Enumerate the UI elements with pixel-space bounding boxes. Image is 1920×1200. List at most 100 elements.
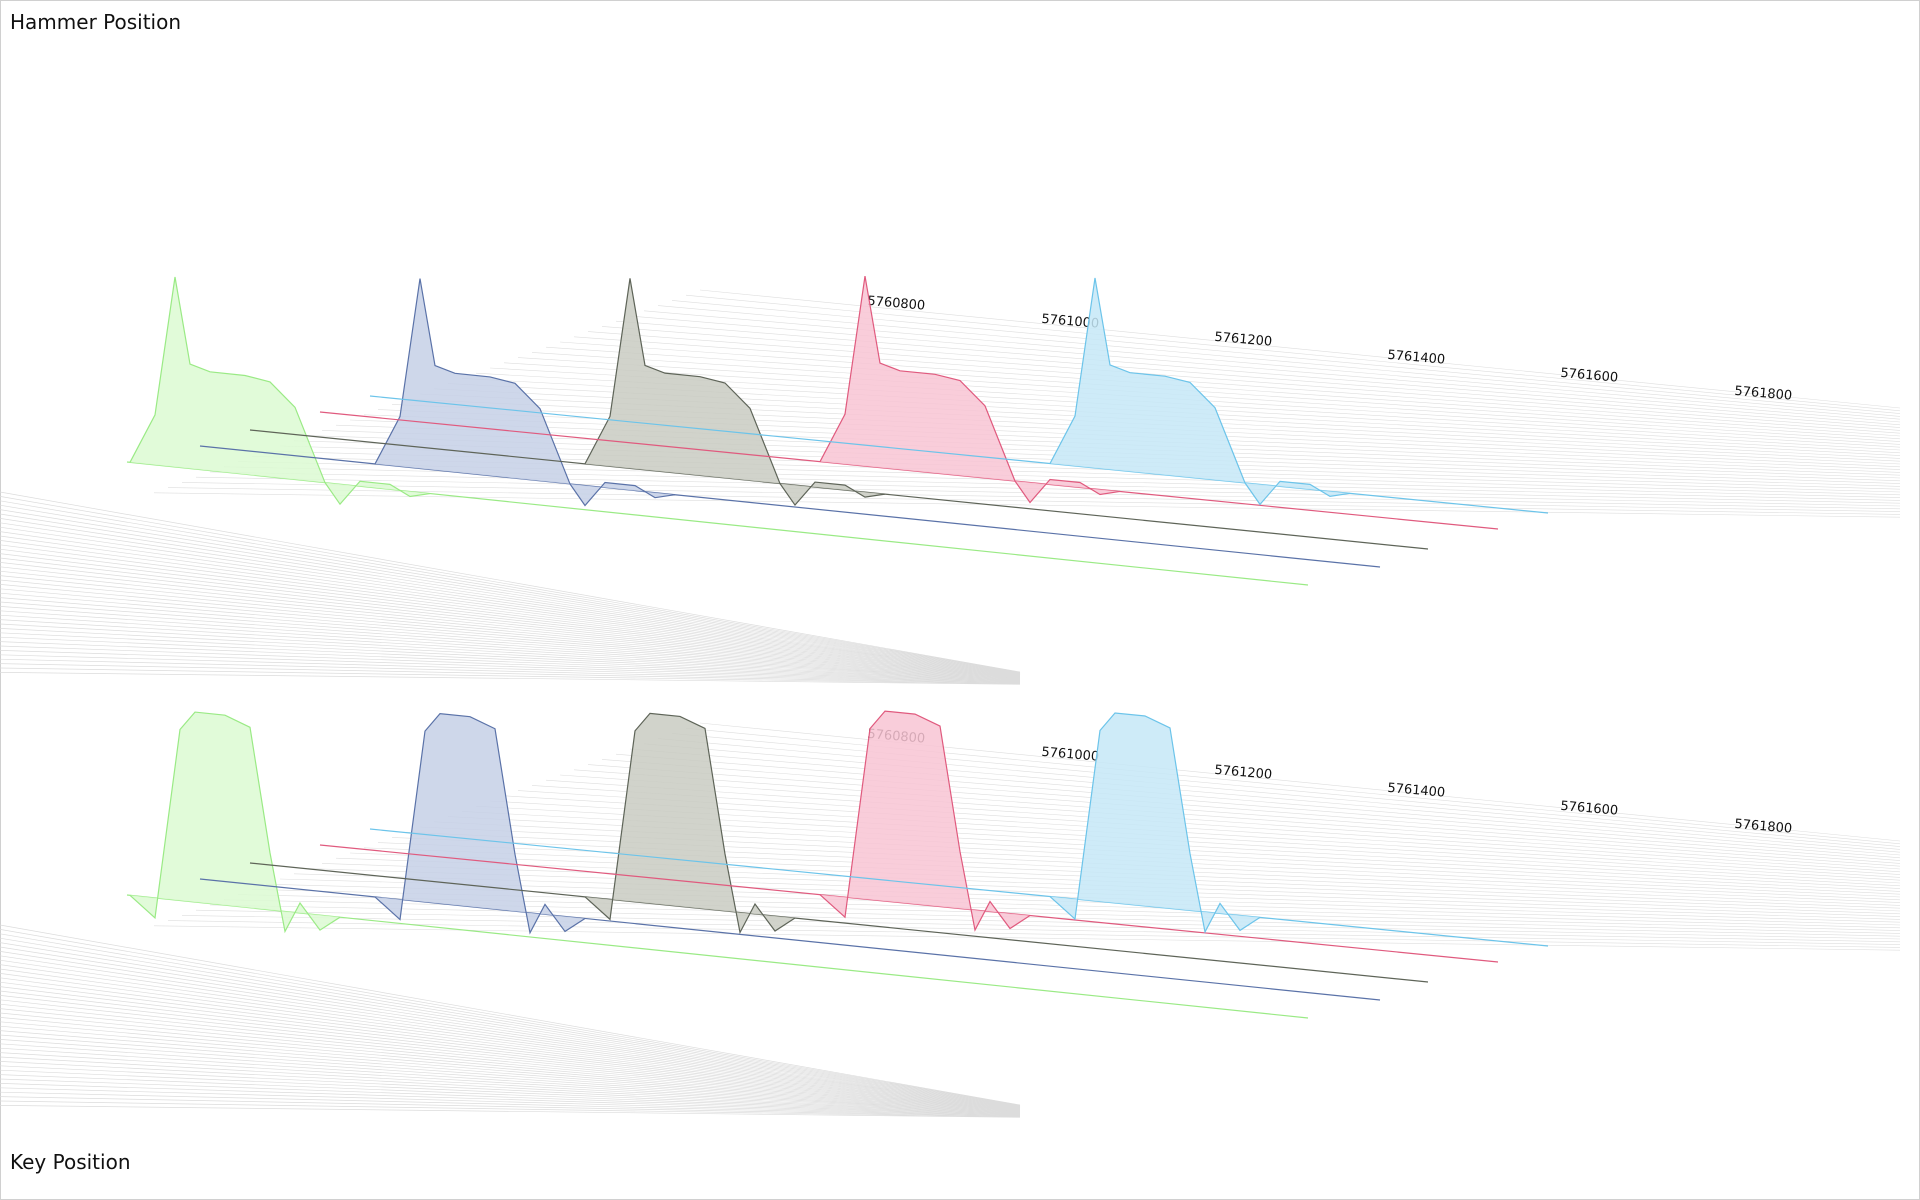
- grid-line: [0, 964, 1021, 1109]
- grid-line: [587, 764, 1901, 864]
- grid-line: [167, 487, 1901, 515]
- grid-line: [0, 509, 1021, 674]
- series-line: [374, 712, 586, 935]
- grid-line: [0, 570, 1021, 678]
- grid-line: [0, 1074, 1021, 1116]
- grid-line: [0, 1061, 1021, 1115]
- series-area: [585, 278, 885, 506]
- x-tick-label: 5761000: [1041, 745, 1100, 765]
- grid-line: [0, 548, 1021, 677]
- x-tick-label: 5761600: [1560, 366, 1619, 386]
- series-baseline: [249, 862, 1429, 983]
- grid-line: [0, 579, 1021, 679]
- grid-line: [0, 1039, 1021, 1114]
- grid-line: [0, 1021, 1021, 1112]
- grid-line: [545, 779, 1901, 873]
- grid-line: [0, 619, 1021, 682]
- series-area: [1050, 278, 1350, 505]
- grid-line: [0, 513, 1021, 674]
- x-tick-label: 5761400: [1387, 781, 1446, 801]
- grid-line: [0, 584, 1021, 679]
- grid-line: [209, 471, 1901, 507]
- grid-line: [195, 909, 1901, 943]
- grid-line: [0, 946, 1021, 1107]
- grid-line: [0, 654, 1021, 684]
- grid-line: [181, 482, 1901, 512]
- grid-line: [643, 743, 1901, 853]
- grid-line: [0, 933, 1021, 1106]
- grid-line: [0, 1065, 1021, 1115]
- grid-line: [0, 1034, 1021, 1113]
- grid-line: [0, 1100, 1021, 1118]
- grid-line: [601, 326, 1901, 428]
- grid-line: [0, 1047, 1021, 1114]
- series-line: [584, 712, 796, 935]
- grid-line: [0, 1078, 1021, 1116]
- grid-line: [0, 526, 1021, 675]
- series-area: [1050, 712, 1260, 932]
- grid-line: [0, 1030, 1021, 1113]
- series-line: [129, 711, 341, 934]
- grid-line: [629, 748, 1901, 856]
- grid-line: [0, 981, 1021, 1110]
- x-tick-label: 5761400: [1387, 348, 1446, 368]
- grid-line: [0, 951, 1021, 1108]
- grid-line: [167, 920, 1901, 948]
- grid-line: [531, 352, 1901, 442]
- grid-line: [671, 300, 1901, 414]
- series-baseline: [126, 894, 1309, 1019]
- grid-line: [0, 504, 1021, 674]
- grid-line: [0, 1083, 1021, 1117]
- grid-line: [0, 553, 1021, 677]
- grid-line: [0, 1025, 1021, 1113]
- grid-line: [0, 610, 1021, 681]
- grid-line: [0, 986, 1021, 1110]
- grid-line: [0, 496, 1021, 673]
- panel-title-hammer: Hammer Position: [10, 10, 182, 34]
- grid-line: [0, 636, 1021, 683]
- panel-hammer: 5760800 5761000 5761200 5761400 5761600 57618…: [0, 276, 1901, 685]
- grid-line: [0, 968, 1021, 1109]
- grid-line: [0, 990, 1021, 1110]
- series-baseline: [126, 461, 1309, 586]
- grid-line: [0, 557, 1021, 677]
- grid-line: [573, 336, 1901, 434]
- grid-line: [0, 1012, 1021, 1112]
- grid-line: [0, 592, 1021, 680]
- grid-line: [0, 1003, 1021, 1111]
- series-area: [130, 276, 430, 505]
- grid-line: [559, 774, 1901, 870]
- series-area: [820, 276, 1120, 503]
- grid-line: [0, 663, 1021, 685]
- grid-line: [0, 597, 1021, 680]
- grid-line: [0, 601, 1021, 680]
- x-tick-label: 5761200: [1214, 330, 1273, 350]
- grid-line: [0, 588, 1021, 679]
- grid-line: [0, 531, 1021, 676]
- grid-line: [0, 995, 1021, 1111]
- grid-line: [0, 614, 1021, 681]
- grid-line: [181, 915, 1901, 945]
- grid-line: [0, 929, 1021, 1106]
- series-line: [819, 276, 1121, 504]
- grid-line: [601, 759, 1901, 861]
- grid-line: [0, 1096, 1021, 1118]
- series-area: [585, 713, 795, 933]
- grid-line: [0, 924, 1021, 1106]
- grid-line: [657, 738, 1901, 850]
- x-tick-label: 5761800: [1734, 384, 1793, 404]
- grid-line: [615, 320, 1901, 426]
- series-line: [1049, 712, 1261, 934]
- grid-line: [0, 959, 1021, 1108]
- grid-line: [0, 628, 1021, 682]
- grid-line: [0, 500, 1021, 673]
- grid-line: [153, 925, 1901, 951]
- grid-line: [503, 795, 1901, 881]
- grid-line: [0, 632, 1021, 682]
- grid-lines: [0, 289, 1901, 685]
- grid-line: [0, 937, 1021, 1107]
- grid-line: [0, 1008, 1021, 1112]
- grid-line: [0, 606, 1021, 681]
- grid-line: [517, 790, 1901, 878]
